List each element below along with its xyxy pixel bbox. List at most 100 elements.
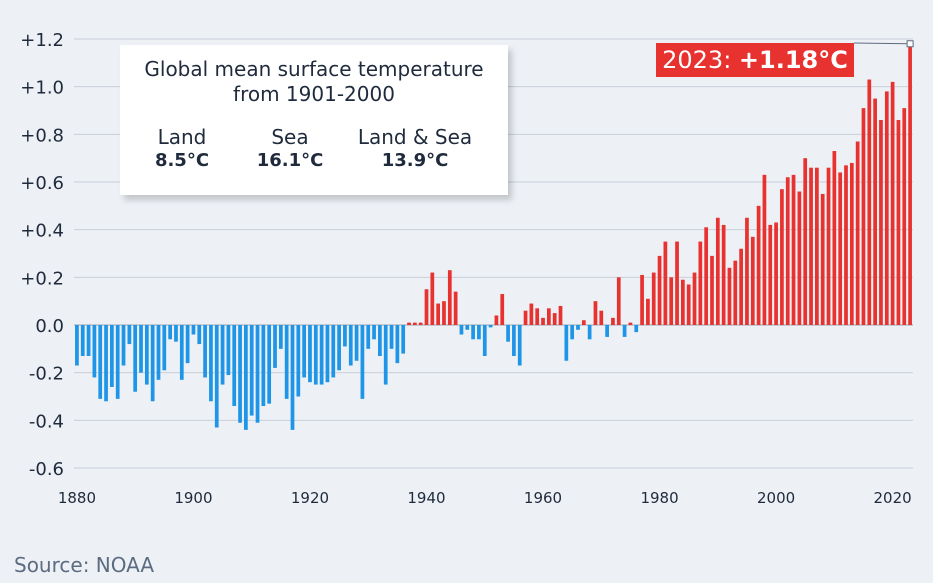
bar-1999 [768, 224, 773, 325]
bar-1880 [75, 325, 79, 366]
bar-2011 [838, 172, 843, 325]
x-tick-label: 1880 [58, 489, 96, 507]
bar-1905 [220, 325, 225, 385]
y-tick-label: +0.8 [20, 125, 64, 146]
y-tick-label: +0.4 [20, 221, 64, 242]
y-tick-label: -0.2 [29, 364, 64, 385]
bar-1972 [611, 317, 615, 325]
bar-1886 [110, 325, 114, 387]
bar-1992 [727, 267, 732, 325]
bar-1917 [290, 325, 295, 430]
bar-1949 [477, 325, 481, 340]
info-label-sea: Sea [271, 125, 309, 149]
bar-1921 [313, 325, 318, 385]
y-tick-label: -0.6 [29, 459, 64, 480]
bar-1945 [453, 291, 458, 325]
bar-1936 [401, 325, 406, 354]
y-axis-ticks: +1.2 +1.0 +0.8 +0.6 +0.4 +0.2 0.0 -0.2 -0.4 -0.6 [20, 30, 64, 480]
bar-1923 [325, 325, 330, 383]
bar-1996 [750, 236, 755, 325]
bar-1925 [337, 325, 341, 371]
bar-1978 [646, 298, 650, 325]
bar-1910 [249, 325, 254, 416]
bar-1994 [739, 248, 743, 325]
y-tick-label: +1.2 [20, 30, 64, 51]
bar-1906 [226, 325, 231, 376]
bar-2007 [815, 167, 819, 325]
x-tick-label: 2020 [874, 489, 912, 507]
bar-1902 [203, 325, 207, 378]
bar-2018 [879, 120, 883, 325]
bar-1918 [296, 325, 301, 397]
bar-1948 [471, 325, 475, 340]
info-title-line1: Global mean surface temperature [144, 57, 484, 81]
x-tick-label: 1940 [407, 489, 445, 507]
bar-1997 [756, 205, 761, 325]
bar-1934 [389, 325, 394, 349]
info-col-sea: Sea 16.1°C [250, 125, 330, 173]
bar-1904 [214, 325, 219, 428]
bar-1988 [704, 227, 709, 325]
callout-year: 2023: [662, 46, 739, 74]
bar-1959 [535, 308, 540, 325]
bar-1990 [715, 217, 720, 325]
bar-1931 [372, 325, 376, 340]
source-note: Source: NOAA [14, 553, 155, 577]
info-title-line2: from 1901-2000 [233, 82, 395, 106]
bar-1890 [133, 325, 138, 392]
bar-1969 [593, 301, 598, 325]
bar-1915 [278, 325, 283, 349]
info-col-land: Land 8.5°C [142, 125, 222, 173]
bar-1927 [348, 325, 353, 366]
bar-1935 [395, 325, 400, 364]
x-axis-ticks: 1880 1900 1920 1940 1960 1980 2000 2020 [58, 489, 912, 507]
bar-1986 [692, 272, 697, 325]
annotation-leader-line [853, 42, 911, 45]
bar-1892 [144, 325, 149, 385]
bar-1942 [436, 303, 441, 325]
bar-1932 [378, 325, 382, 356]
bar-1955 [512, 325, 516, 356]
bar-1889 [127, 325, 132, 345]
bar-1957 [523, 310, 528, 325]
annotation-leader [853, 40, 914, 48]
info-box: Global mean surface temperature from 190… [120, 45, 508, 195]
bar-1909 [244, 325, 248, 430]
info-value-land: 8.5°C [154, 150, 210, 171]
annotation-callout: 2023: +1.18°C [656, 43, 854, 77]
bar-1940 [424, 289, 429, 325]
bar-1888 [121, 325, 126, 366]
bar-1882 [86, 325, 91, 356]
bar-1946 [459, 325, 464, 335]
bar-1938 [412, 322, 417, 325]
bar-1908 [238, 325, 242, 423]
y-tick-label: +1.0 [20, 78, 64, 99]
bar-1944 [447, 270, 452, 325]
bar-1899 [185, 325, 190, 364]
bar-1991 [721, 224, 726, 325]
bar-1968 [587, 325, 592, 340]
bar-1973 [616, 277, 621, 325]
bar-1995 [745, 217, 749, 325]
bar-1898 [179, 325, 184, 380]
bar-1930 [366, 325, 371, 349]
bar-1900 [191, 325, 196, 335]
bar-1950 [482, 325, 487, 356]
bar-2022 [902, 108, 907, 326]
bar-1941 [430, 272, 435, 325]
bar-1983 [675, 241, 679, 325]
bar-1947 [465, 325, 470, 330]
callout-value: +1.18°C [738, 46, 848, 74]
bar-1912 [261, 325, 266, 407]
bar-1964 [564, 325, 569, 361]
y-tick-label: +0.2 [20, 268, 64, 289]
bar-1943 [442, 301, 446, 325]
bar-1937 [407, 322, 411, 325]
bar-1952 [494, 315, 499, 325]
bar-1897 [174, 325, 178, 342]
bar-1993 [733, 260, 738, 325]
bar-1987 [698, 241, 703, 325]
y-tick-label: +0.6 [20, 173, 64, 194]
bar-1966 [576, 325, 580, 330]
bar-2004 [797, 191, 802, 325]
